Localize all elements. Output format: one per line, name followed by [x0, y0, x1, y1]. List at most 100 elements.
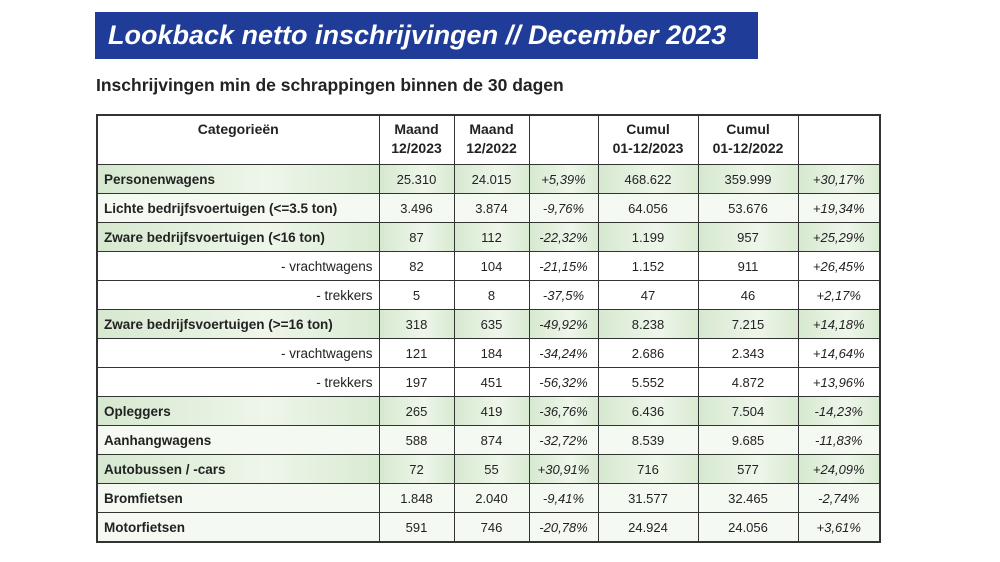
category-cell: Autobussen / -cars [96, 454, 380, 484]
value-cell: 588 [378, 425, 455, 455]
value-cell: 112 [453, 222, 530, 252]
category-cell: Aanhangwagens [96, 425, 380, 455]
change-percent-cell: +30,17% [797, 164, 881, 194]
value-cell: 64.056 [597, 193, 699, 223]
category-cell: - trekkers [96, 367, 380, 397]
value-cell: 874 [453, 425, 530, 455]
column-header [528, 114, 599, 165]
value-cell: 957 [697, 222, 799, 252]
change-percent-cell: +24,09% [797, 454, 881, 484]
category-cell: Bromfietsen [96, 483, 380, 513]
value-cell: 591 [378, 512, 455, 543]
column-header: Categorieën [96, 114, 380, 165]
category-cell: - vrachtwagens [96, 251, 380, 281]
value-cell: 197 [378, 367, 455, 397]
value-cell: 419 [453, 396, 530, 426]
value-cell: 635 [453, 309, 530, 339]
change-percent-cell: -11,83% [797, 425, 881, 455]
value-cell: 32.465 [697, 483, 799, 513]
value-cell: 7.504 [697, 396, 799, 426]
table-row: Lichte bedrijfsvoertuigen (<=3.5 ton) 3.4… [96, 193, 881, 223]
change-percent-cell: +19,34% [797, 193, 881, 223]
value-cell: 31.577 [597, 483, 699, 513]
change-percent-cell: +2,17% [797, 280, 881, 310]
table-header-row: Categorieën Maand 12/2023 Maand 12/2022 Cumul… [96, 114, 881, 165]
change-percent-cell: -34,24% [528, 338, 599, 368]
value-cell: 9.685 [697, 425, 799, 455]
value-cell: 3.874 [453, 193, 530, 223]
category-cell: - trekkers [96, 280, 380, 310]
title-banner: Lookback netto inschrijvingen // Decembe… [95, 12, 758, 59]
table-row: Zware bedrijfsvoertuigen (<16 ton) 87 112-… [96, 222, 881, 252]
change-percent-cell: -2,74% [797, 483, 881, 513]
change-percent-cell: -22,32% [528, 222, 599, 252]
table-row: Motorfietsen 591 746 -20,78% 24.924 24.056 +3,… [96, 512, 881, 543]
value-cell: 25.310 [378, 164, 455, 194]
value-cell: 6.436 [597, 396, 699, 426]
change-percent-cell: +14,18% [797, 309, 881, 339]
change-percent-cell: -9,76% [528, 193, 599, 223]
value-cell: 2.686 [597, 338, 699, 368]
table-row: - vrachtwagens 82 104 -21,15% 1.152 911 +26,45… [96, 251, 881, 281]
column-header: Maand 12/2023 [378, 114, 455, 165]
value-cell: 265 [378, 396, 455, 426]
change-percent-cell: -20,78% [528, 512, 599, 543]
change-percent-cell: -21,15% [528, 251, 599, 281]
table-row: Personenwagens 25.310 24.015 +5,39% 468.622 3… [96, 164, 881, 194]
value-cell: 8.238 [597, 309, 699, 339]
change-percent-cell: -49,92% [528, 309, 599, 339]
value-cell: 104 [453, 251, 530, 281]
value-cell: 46 [697, 280, 799, 310]
change-percent-cell: +26,45% [797, 251, 881, 281]
value-cell: 3.496 [378, 193, 455, 223]
change-percent-cell: -14,23% [797, 396, 881, 426]
value-cell: 1.152 [597, 251, 699, 281]
value-cell: 359.999 [697, 164, 799, 194]
registrations-table: Categorieën Maand 12/2023 Maand 12/2022 Cumul… [96, 114, 881, 543]
category-cell: Lichte bedrijfsvoertuigen (<=3.5 ton) [96, 193, 380, 223]
change-percent-cell: -32,72% [528, 425, 599, 455]
change-percent-cell: +5,39% [528, 164, 599, 194]
value-cell: 8.539 [597, 425, 699, 455]
value-cell: 5.552 [597, 367, 699, 397]
value-cell: 2.343 [697, 338, 799, 368]
value-cell: 24.924 [597, 512, 699, 543]
value-cell: 911 [697, 251, 799, 281]
value-cell: 1.848 [378, 483, 455, 513]
value-cell: 318 [378, 309, 455, 339]
subtitle: Inschrijvingen min de schrappingen binne… [96, 75, 564, 95]
value-cell: 8 [453, 280, 530, 310]
category-cell: Zware bedrijfsvoertuigen (<16 ton) [96, 222, 380, 252]
value-cell: 1.199 [597, 222, 699, 252]
value-cell: 5 [378, 280, 455, 310]
value-cell: 24.015 [453, 164, 530, 194]
change-percent-cell: -56,32% [528, 367, 599, 397]
table-row: - trekkers 197 451 -56,32% 5.552 4.872 +13,96% [96, 367, 881, 397]
change-percent-cell: +25,29% [797, 222, 881, 252]
category-cell: - vrachtwagens [96, 338, 380, 368]
change-percent-cell: +13,96% [797, 367, 881, 397]
value-cell: 184 [453, 338, 530, 368]
change-percent-cell: -9,41% [528, 483, 599, 513]
category-cell: Zware bedrijfsvoertuigen (>=16 ton) [96, 309, 380, 339]
table-row: Aanhangwagens 588 874 -32,72% 8.539 9.685 -11,… [96, 425, 881, 455]
table-row: Zware bedrijfsvoertuigen (>=16 ton) 318 63… [96, 309, 881, 339]
table-row: Opleggers 265 419 -36,76% 6.436 7.504 -14,23% [96, 396, 881, 426]
value-cell: 121 [378, 338, 455, 368]
value-cell: 7.215 [697, 309, 799, 339]
category-cell: Motorfietsen [96, 512, 380, 543]
value-cell: 87 [378, 222, 455, 252]
column-header: Cumul 01-12/2023 [597, 114, 699, 165]
table-row: - vrachtwagens 121 184 -34,24% 2.686 2.343 +14… [96, 338, 881, 368]
table-row: Autobussen / -cars 72 55 +30,91% 716 577 +24,0… [96, 454, 881, 484]
change-percent-cell: -37,5% [528, 280, 599, 310]
category-cell: Opleggers [96, 396, 380, 426]
value-cell: 72 [378, 454, 455, 484]
value-cell: 468.622 [597, 164, 699, 194]
column-header: Cumul 01-12/2022 [697, 114, 799, 165]
change-percent-cell: +3,61% [797, 512, 881, 543]
column-header: Maand 12/2022 [453, 114, 530, 165]
value-cell: 53.676 [697, 193, 799, 223]
value-cell: 577 [697, 454, 799, 484]
change-percent-cell: +30,91% [528, 454, 599, 484]
